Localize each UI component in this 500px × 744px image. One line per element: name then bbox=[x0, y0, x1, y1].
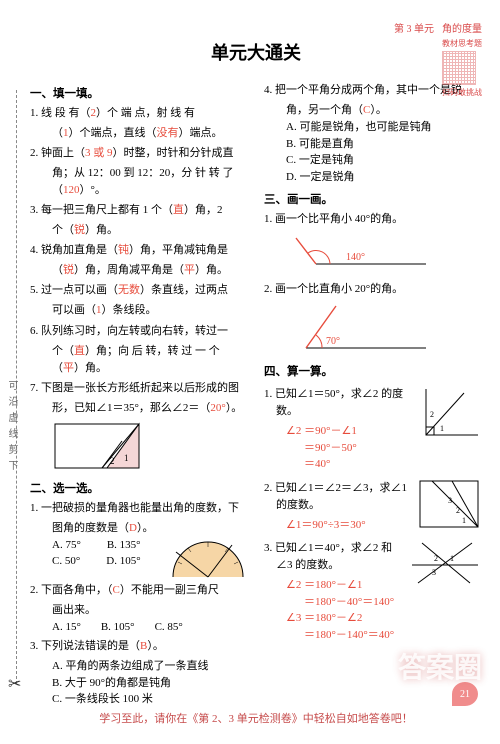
s1-q1-cont: （1）个端点，直线（没有）端点。 bbox=[52, 125, 248, 142]
svg-text:1: 1 bbox=[440, 424, 444, 433]
svg-text:1: 1 bbox=[462, 516, 466, 525]
s1-q6-cont1: 个（直）角；向 后 转，转 过 一 个 bbox=[52, 343, 248, 360]
s3-q1: 1. 画一个比平角小 40°的角。 bbox=[276, 211, 482, 228]
svg-text:2: 2 bbox=[430, 410, 434, 419]
s1-q3-cont: 个（锐）角。 bbox=[52, 222, 248, 239]
section-2-head: 二、选一选。 bbox=[30, 480, 248, 496]
s4-q1-ans1: ∠2 ＝90°－∠1 bbox=[286, 423, 420, 440]
s2-q2-opts: A. 15°B. 105°C. 85° bbox=[52, 619, 248, 636]
svg-text:70°: 70° bbox=[326, 336, 340, 347]
s1-q2: 2. 钟面上（3 或 9）时整，时针和分针成直 bbox=[42, 145, 248, 162]
s1-q3: 3. 每一把三角尺上都有 1 个（直）角，2 bbox=[42, 202, 248, 219]
s4-q3-ans4: ＝180°－140°＝40° bbox=[304, 627, 408, 644]
s2-q4-optC: C. 一定是钝角 bbox=[286, 152, 482, 169]
s1-q2-cont2: （120）°。 bbox=[52, 182, 248, 199]
svg-text:3: 3 bbox=[448, 496, 452, 505]
svg-text:2: 2 bbox=[456, 506, 460, 515]
page-title: 单元大通关 bbox=[30, 39, 482, 65]
right-column: 4. 把一个平角分成两个角，其中一个是锐 角，另一个角（C）。 A. 可能是锐角… bbox=[264, 79, 482, 708]
s2-q1: 1. 一把破损的量角器也能量出角的度数，下 bbox=[42, 500, 248, 517]
section-4-head: 四、算一算。 bbox=[264, 363, 482, 379]
header-bar: 第 3 单元 角的度量 bbox=[30, 20, 482, 35]
qr-block: 教材思考题 扫码敢挑战 bbox=[442, 36, 482, 98]
s1-q2-cont1: 角；从 12：00 到 12：20，分 针 转 了 bbox=[52, 165, 248, 182]
s2-q2-cont: 画出来。 bbox=[52, 602, 248, 619]
s1-q4-cont: （锐）角，周角减平角是（平）角。 bbox=[52, 262, 248, 279]
s2-q4-optD: D. 一定是锐角 bbox=[286, 169, 482, 186]
fold-svg: 2 1 bbox=[52, 421, 142, 471]
unit-label: 第 3 单元 bbox=[394, 20, 434, 35]
svg-text:3: 3 bbox=[432, 568, 436, 577]
footer-text: 学习至此，请你在《第 2、3 单元检测卷》中轻松自如地答卷吧！ bbox=[30, 710, 482, 726]
s2-q1-cont: 图角的度数是（D）。 bbox=[52, 520, 248, 537]
s4-q2: 2. 已知∠1＝∠2＝∠3，求∠1 的度数。 bbox=[276, 480, 416, 514]
svg-text:140°: 140° bbox=[346, 252, 365, 263]
s4-q1-ans3: ＝40° bbox=[304, 456, 420, 473]
s1-q5: 5. 过一点可以画（无数）条直线，过两点 bbox=[42, 282, 248, 299]
s2-q4-cont: 角，另一个角（C）。 bbox=[286, 102, 482, 119]
cut-label: 可沿虚线剪下 bbox=[4, 380, 19, 476]
svg-text:2: 2 bbox=[110, 456, 115, 466]
s2-q2: 2. 下面各角中，（C）不能用一副三角尺 bbox=[42, 582, 248, 599]
s4-fig1: 1 2 bbox=[420, 383, 482, 441]
svg-text:1: 1 bbox=[450, 554, 454, 563]
s2-q3-optB: B. 大于 90°的角都是钝角 bbox=[52, 675, 248, 692]
s1-q4: 4. 锐角加直角是（钝）角，平角减钝角是 bbox=[42, 242, 248, 259]
section-3-head: 三、画一画。 bbox=[264, 191, 482, 207]
s1-q1: 1. 线 段 有（2）个 端 点，射 线 有 bbox=[42, 105, 248, 122]
s4-q3-ans1: ∠2 ＝180°－∠1 bbox=[286, 577, 408, 594]
topic-label: 角的度量 bbox=[442, 20, 482, 35]
section-1-head: 一、填一填。 bbox=[30, 85, 248, 101]
s3-q2: 2. 画一个比直角小 20°的角。 bbox=[276, 281, 482, 298]
qr-bottom-text: 扫码敢挑战 bbox=[442, 87, 482, 98]
page-number-badge: 21 bbox=[452, 682, 478, 706]
scissors-icon: ✂ bbox=[8, 674, 21, 694]
s2-q3-optC: C. 一条线段长 100 米 bbox=[52, 691, 248, 708]
s2-q3: 3. 下列说法错误的是（B）。 bbox=[42, 638, 248, 655]
s2-q4-optB: B. 可能是直角 bbox=[286, 136, 482, 153]
s4-q1: 1. 已知∠1＝50°，求∠2 的度数。 bbox=[276, 386, 420, 420]
s1-q6: 6. 队列练习时，向左转或向右转，转过一 bbox=[42, 323, 248, 340]
angle70-figure: 70° bbox=[286, 302, 482, 357]
s4-q3: 3. 已知∠1＝40°，求∠2 和∠3 的度数。 bbox=[276, 540, 408, 574]
s2-q4-optA: A. 可能是锐角，也可能是钝角 bbox=[286, 119, 482, 136]
s1-q7-cont: 形，已知∠1＝35°，那么∠2＝（20°）。 bbox=[52, 400, 248, 417]
s2-q1-optC: C. 50°D. 105° bbox=[52, 553, 168, 570]
s2-q3-optA: A. 平角的两条边组成了一条直线 bbox=[52, 658, 248, 675]
s4-fig2: 1 2 3 bbox=[416, 477, 482, 531]
fold-figure: 2 1 bbox=[52, 421, 248, 474]
left-column: 一、填一填。 1. 线 段 有（2）个 端 点，射 线 有 （1）个端点，直线（… bbox=[30, 79, 248, 708]
s4-q1-ans2: ＝90°－50° bbox=[304, 440, 420, 457]
svg-text:2: 2 bbox=[434, 554, 438, 563]
qr-code-icon bbox=[442, 51, 476, 85]
svg-text:1: 1 bbox=[124, 453, 129, 463]
s4-q3-ans3: ∠3 ＝180°－∠2 bbox=[286, 610, 408, 627]
s2-q1-optA: A. 75°B. 135° bbox=[52, 537, 168, 554]
s1-q6-cont2: （平）角。 bbox=[52, 360, 248, 377]
s4-fig3: 1 2 3 bbox=[408, 537, 482, 587]
qr-top-text: 教材思考题 bbox=[442, 38, 482, 49]
s1-q5-cont: 可以画（1）条线段。 bbox=[52, 302, 248, 319]
s4-q3-ans2: ＝180°－40°＝140° bbox=[304, 594, 408, 611]
protractor-figure bbox=[168, 537, 248, 579]
s1-q7: 7. 下图是一张长方形纸折起来以后形成的图 bbox=[42, 380, 248, 397]
s4-q2-ans1: ∠1＝90°÷3＝30° bbox=[286, 517, 416, 534]
angle140-figure: 140° bbox=[286, 232, 482, 277]
